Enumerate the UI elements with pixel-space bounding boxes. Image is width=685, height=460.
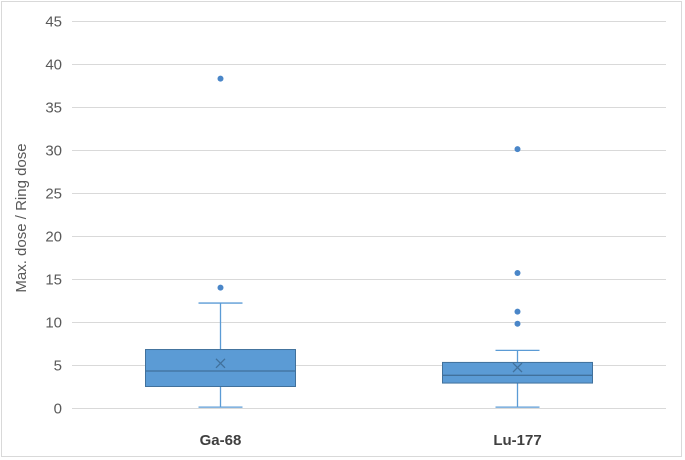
gridlines	[72, 21, 666, 366]
y-tick-label: 20	[45, 229, 62, 246]
y-tick-label: 45	[45, 14, 62, 31]
x-category-label: Lu-177	[493, 432, 541, 449]
y-tick-label: 15	[45, 272, 62, 289]
outlier-point	[514, 320, 521, 327]
outlier-point	[514, 146, 521, 153]
outlier-point	[217, 284, 224, 291]
y-tick-label: 25	[45, 186, 62, 203]
y-axis-title: Max. dose / Ring dose	[13, 143, 30, 292]
box-group-ga-68	[145, 75, 296, 408]
outlier-point	[217, 75, 224, 82]
box-iqr	[145, 349, 296, 387]
mean-marker	[512, 362, 523, 373]
box-group-lu-177	[442, 146, 593, 408]
y-tick-label: 0	[54, 401, 62, 418]
y-tick-label: 30	[45, 143, 62, 160]
outlier-point	[514, 269, 521, 276]
box-iqr	[442, 361, 593, 384]
y-axis-ticks: 0 5 10 15 20 25 30 35 40 45	[45, 14, 62, 418]
mean-marker	[215, 358, 226, 369]
y-tick-label: 10	[45, 315, 62, 332]
y-tick-label: 35	[45, 100, 62, 117]
x-axis-categories: Ga-68 Lu-177	[200, 432, 542, 449]
x-category-label: Ga-68	[200, 432, 242, 449]
outlier-point	[514, 308, 521, 315]
boxes	[145, 75, 593, 408]
y-tick-label: 40	[45, 57, 62, 74]
y-tick-label: 5	[54, 358, 62, 375]
